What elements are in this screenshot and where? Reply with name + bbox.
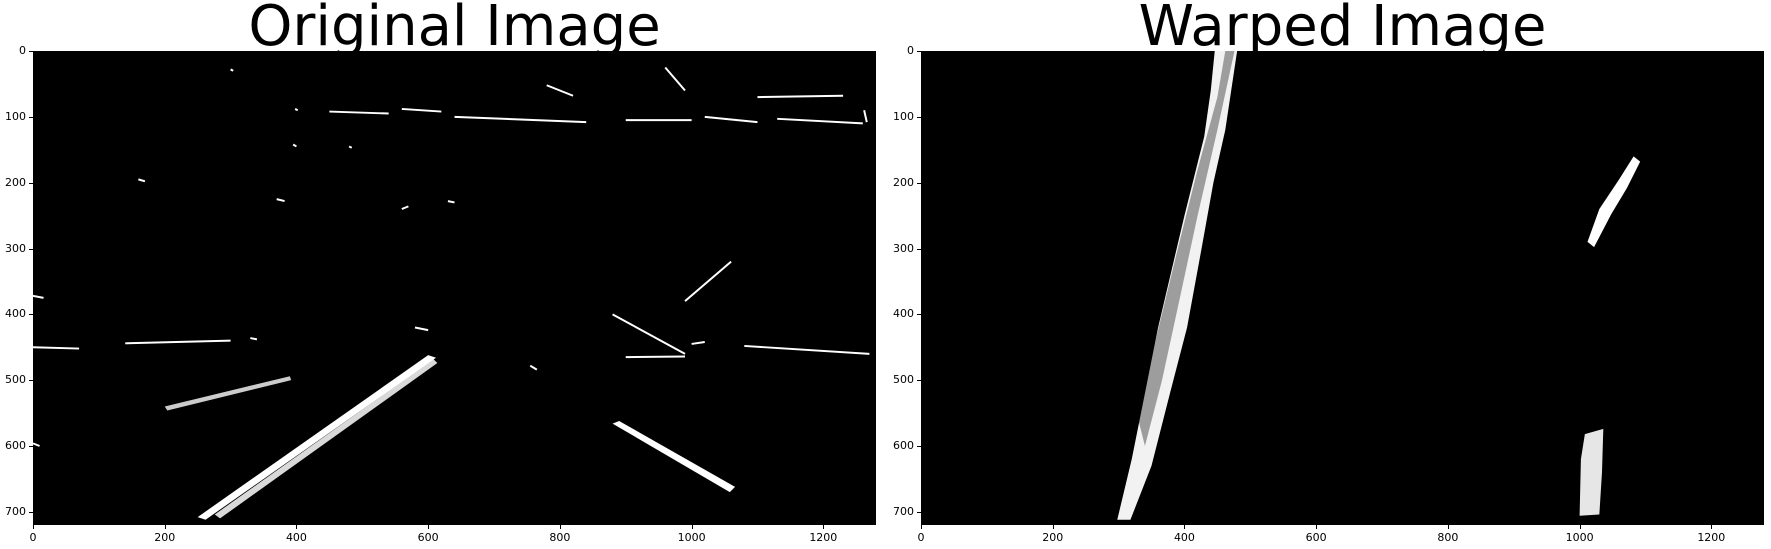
y-tick-mark <box>29 182 33 184</box>
original-image-plot <box>33 51 876 525</box>
original-binary-image <box>33 66 870 520</box>
y-tick-label: 300 <box>893 241 914 255</box>
y-tick-mark <box>917 116 921 118</box>
edge-noise-upper <box>138 66 868 210</box>
x-tick-mark <box>164 525 166 529</box>
x-tick-label: 1200 <box>809 531 838 544</box>
y-tick-label: 0 <box>907 44 914 57</box>
y-tick-label: 400 <box>5 307 26 321</box>
y-tick-label: 0 <box>19 44 26 57</box>
warped-image-plot <box>921 51 1764 525</box>
warped-image-panel: Warped Image 0 200 400 600 800 1000 1200 0 100 20… <box>885 0 1771 549</box>
y-tick-label: 500 <box>893 373 914 387</box>
y-tick-label: 200 <box>5 175 26 189</box>
y-tick-label: 100 <box>5 109 26 123</box>
x-tick-label: 0 <box>917 531 925 544</box>
right-lane-line <box>612 420 736 493</box>
y-tick-label: 500 <box>5 373 26 387</box>
y-tick-mark <box>917 248 921 250</box>
x-tick-mark <box>823 525 825 529</box>
right-lane-warped-upper <box>1587 156 1641 248</box>
y-tick-label: 200 <box>893 175 914 189</box>
x-tick-mark <box>1711 525 1713 529</box>
x-tick-mark <box>428 525 430 529</box>
y-tick-mark <box>29 248 33 250</box>
x-tick-mark <box>296 525 298 529</box>
y-tick-label: 100 <box>893 109 914 123</box>
y-tick-mark <box>29 51 33 52</box>
x-tick-mark <box>1447 525 1449 529</box>
x-tick-label: 200 <box>154 531 176 544</box>
x-tick-label: 1200 <box>1697 531 1726 544</box>
x-tick-mark <box>1052 525 1054 529</box>
original-image-title: Original Image <box>248 0 661 59</box>
left-lane-line-far <box>164 376 292 411</box>
y-tick-mark <box>917 314 921 316</box>
y-tick-mark <box>29 380 33 382</box>
left-lane-warped <box>1117 51 1238 520</box>
y-tick-mark <box>917 446 921 447</box>
y-tick-mark <box>917 380 921 382</box>
original-image-panel: Original Image <box>0 0 885 549</box>
edge-noise-middle <box>33 260 870 447</box>
x-tick-mark <box>1184 525 1186 529</box>
warped-image-title: Warped Image <box>1138 0 1547 59</box>
y-tick-label: 400 <box>893 307 914 321</box>
y-tick-label: 700 <box>893 504 914 518</box>
y-tick-mark <box>917 511 921 513</box>
x-tick-mark <box>559 525 561 529</box>
x-tick-label: 200 <box>1042 531 1064 544</box>
x-tick-label: 600 <box>1305 531 1327 544</box>
left-lane-line-inner <box>214 359 438 519</box>
y-tick-mark <box>29 511 33 513</box>
x-tick-label: 800 <box>549 531 571 544</box>
y-tick-label: 600 <box>893 439 914 452</box>
x-tick-label: 600 <box>417 531 439 544</box>
x-tick-mark <box>921 525 922 529</box>
y-tick-label: 600 <box>5 439 26 452</box>
x-tick-label: 400 <box>285 531 307 544</box>
x-tick-label: 1000 <box>1565 531 1594 544</box>
x-tick-mark <box>1316 525 1318 529</box>
x-tick-label: 1000 <box>677 531 706 544</box>
y-tick-mark <box>29 116 33 118</box>
x-tick-mark <box>33 525 34 529</box>
warped-binary-image <box>1117 51 1641 520</box>
x-tick-label: 400 <box>1173 531 1195 544</box>
x-tick-label: 0 <box>29 531 37 544</box>
x-tick-label: 800 <box>1437 531 1459 544</box>
y-tick-mark <box>917 182 921 184</box>
y-tick-label: 300 <box>5 241 26 255</box>
right-lane-warped-lower <box>1579 428 1604 516</box>
y-tick-label: 700 <box>5 504 26 518</box>
left-lane-line-outer <box>197 355 437 520</box>
x-tick-mark <box>1579 525 1581 529</box>
left-lane-warped-core <box>1138 51 1235 446</box>
y-tick-mark <box>29 314 33 316</box>
x-tick-mark <box>691 525 693 529</box>
y-tick-mark <box>29 446 33 447</box>
y-tick-mark <box>917 51 921 52</box>
